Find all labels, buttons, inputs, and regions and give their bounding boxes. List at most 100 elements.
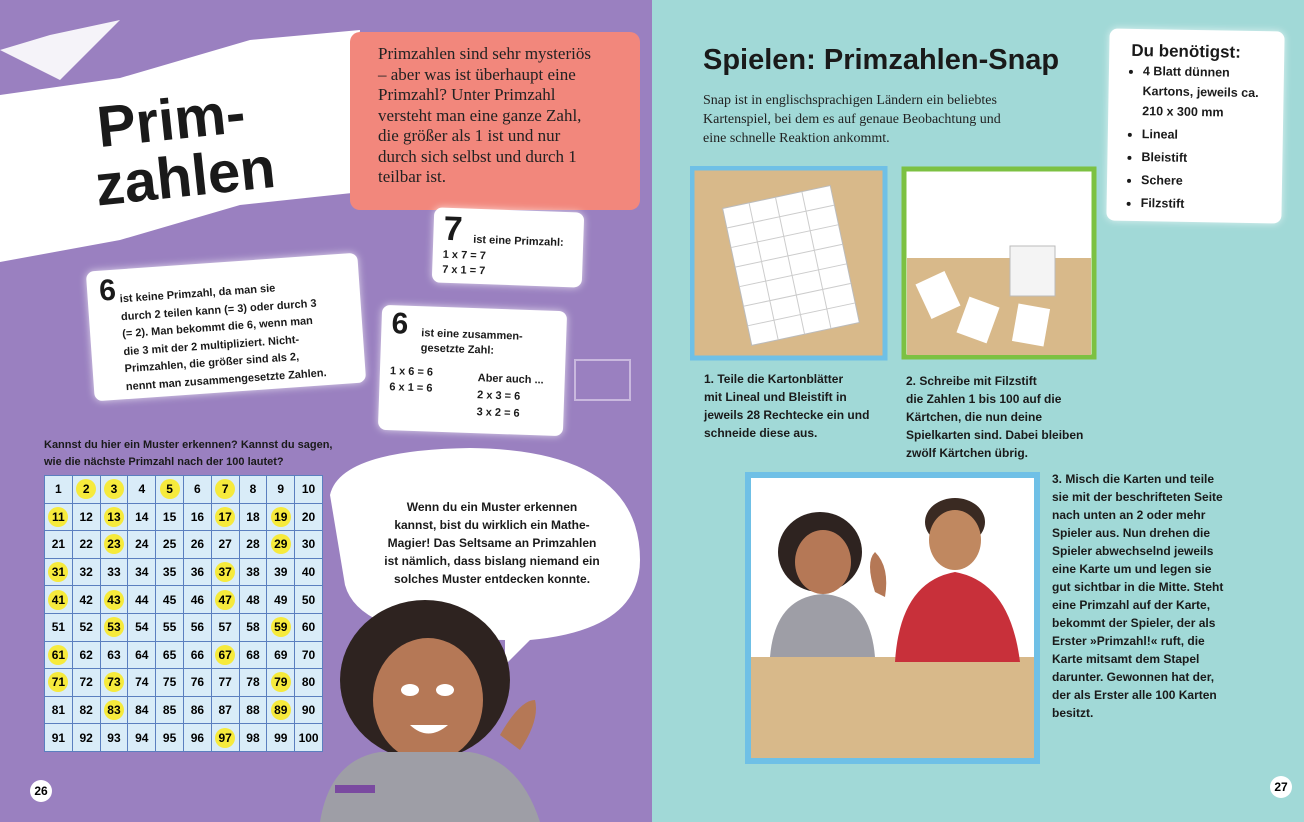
text-line: Kannst du hier ein Muster erkennen? Kann… [44, 439, 333, 451]
grid-cell: 10 [294, 475, 323, 504]
text-line: Kärtchen, die nun deine [906, 410, 1043, 424]
grid-cell: 45 [155, 585, 184, 614]
cell-number: 20 [301, 509, 316, 524]
grid-cell: 15 [155, 502, 184, 532]
cell-number: 14 [135, 509, 149, 524]
cell-number: 91 [51, 730, 66, 745]
page-number: 27 [1270, 776, 1292, 798]
cell-number: 61 [48, 644, 69, 665]
grid-cell: 51 [44, 612, 73, 642]
cell-number: 3 [103, 479, 124, 500]
cell-number: 16 [190, 509, 205, 524]
cell-number: 52 [79, 620, 93, 635]
cell-number: 81 [51, 703, 66, 718]
text-line: Erster »Primzahl!« ruft, die [1052, 634, 1205, 648]
cell-number: 82 [79, 703, 93, 718]
text-line: Wenn du ein Muster erkennen [406, 500, 578, 514]
grid-cell: 62 [71, 640, 101, 670]
cell-number: 23 [103, 534, 124, 555]
grid-cell: 35 [155, 557, 184, 587]
grid-cell: 23 [99, 530, 129, 559]
grid-cell: 59 [266, 612, 296, 642]
grid-cell: 70 [294, 640, 323, 670]
grid-cell: 40 [294, 557, 323, 587]
cell-number: 96 [190, 730, 205, 745]
grid-cell: 47 [210, 585, 240, 614]
page-number: 26 [30, 780, 52, 802]
grid-cell: 38 [238, 557, 268, 587]
text-line: 4 Blatt dünnen [1142, 64, 1230, 80]
grid-cell: 52 [71, 612, 101, 642]
cell-number: 5 [159, 479, 180, 500]
grid-cell: 69 [266, 640, 296, 670]
cell-number: 43 [103, 589, 124, 610]
cell-number: 94 [135, 730, 149, 745]
cell-number: 31 [48, 562, 69, 583]
grid-row: 91 92 93 94 95 96 97 98 99 100 [44, 723, 323, 752]
text-line: teilbar ist. [378, 167, 446, 186]
cell-number: 73 [103, 672, 124, 693]
grid-cell: 76 [182, 668, 212, 697]
cell-number: 59 [270, 617, 291, 638]
cell-number: 95 [162, 730, 177, 745]
cell-number: 27 [218, 537, 232, 552]
text-line: Spielkarten sind. Dabei bleiben [906, 428, 1084, 442]
grid-cell: 17 [210, 502, 240, 532]
cell-number: 6 [194, 482, 201, 497]
text-line: Kartenspiel, bei dem es auf genaue Beoba… [703, 112, 1001, 127]
cell-number: 40 [301, 565, 316, 580]
box-heading: ist eine Primzahl: [473, 233, 564, 249]
grid-cell: 16 [182, 502, 212, 532]
cell-number: 1 [55, 482, 62, 497]
step1-text: 1. Teile die Kartonblätter mit Lineal und… [704, 370, 869, 442]
text-line: mit Lineal und Bleistift in [704, 390, 847, 404]
step3-text: 3. Misch die Karten und teile sie mit der… [1052, 470, 1223, 722]
text-line: Schere [1140, 173, 1183, 188]
text-line: jeweils 28 Rechtecke ein und [704, 408, 870, 422]
cell-number: 4 [138, 482, 146, 497]
cell-number: 22 [79, 537, 93, 552]
grid-row: 61 62 63 64 65 66 67 68 69 70 [44, 640, 323, 670]
box-six-not-prime: 6 ist keine Primzahl, da man sie durch 2 … [85, 252, 367, 402]
grid-cell: 37 [210, 557, 240, 587]
banner-tail [0, 20, 120, 80]
left-decor [0, 20, 640, 822]
grid-cell: 79 [266, 668, 296, 697]
cell-number: 36 [190, 565, 205, 580]
box-left: 1 x 6 = 6 6 x 1 = 6 [389, 363, 433, 396]
text-line: Karte mitsamt dem Stapel [1052, 652, 1200, 666]
cell-number: 33 [107, 565, 121, 580]
text-line: zwölf Kärtchen übrig. [906, 446, 1029, 460]
grid-cell: 39 [266, 557, 296, 587]
cell-number: 78 [246, 675, 260, 690]
grid-cell: 81 [44, 695, 73, 725]
grid-cell: 34 [127, 557, 157, 587]
cell-number: 72 [79, 675, 93, 690]
text-line: 210 x 300 mm [1142, 104, 1224, 120]
grid-cell: 11 [44, 502, 73, 532]
needs-list: 4 Blatt dünnen Kartons, jeweils ca. 210 x … [1106, 60, 1259, 218]
cell-number: 60 [301, 620, 316, 635]
grid-cell: 7 [210, 475, 240, 504]
cell-number: 38 [246, 565, 260, 580]
grid-cell: 78 [238, 668, 268, 697]
text-line: ist nämlich, dass bislang niemand ein [384, 554, 600, 568]
cell-number: 13 [103, 506, 124, 527]
cell-number: 74 [135, 675, 149, 690]
grid-cell: 86 [182, 695, 212, 725]
grid-cell: 20 [294, 502, 323, 532]
text-line: Primzahl? Unter Primzahl [378, 85, 556, 104]
grid-cell: 80 [294, 668, 323, 697]
speech-bubble: Wenn du ein Muster erkennen kannst, bist … [362, 498, 622, 588]
text-line: sie mit der beschrifteten Seite [1052, 490, 1223, 504]
grid-cell: 49 [266, 585, 296, 614]
cell-number: 69 [274, 647, 288, 662]
grid-cell: 33 [99, 557, 129, 587]
text-line: Bleistift [1141, 150, 1188, 165]
grid-cell: 53 [99, 612, 129, 642]
cell-number: 83 [103, 700, 124, 721]
cell-number: 44 [135, 592, 149, 607]
